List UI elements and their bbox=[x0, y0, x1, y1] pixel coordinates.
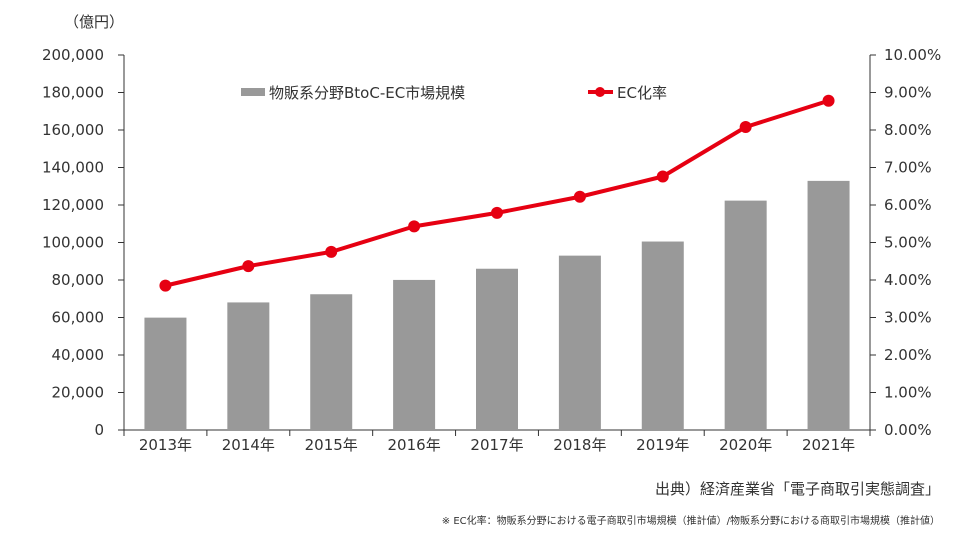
left-tick-label: 120,000 bbox=[42, 196, 104, 214]
legend-line-marker bbox=[595, 87, 605, 97]
left-tick-label: 100,000 bbox=[42, 234, 104, 252]
ec-rate-point bbox=[408, 220, 421, 233]
right-tick-label: 8.00% bbox=[884, 121, 932, 139]
x-tick-label: 2019年 bbox=[636, 436, 689, 454]
line-series bbox=[159, 94, 835, 292]
right-tick-label: 0.00% bbox=[884, 421, 932, 439]
y-axis-unit-label: （億円） bbox=[64, 13, 124, 31]
left-tick-label: 0 bbox=[94, 421, 104, 439]
bar bbox=[724, 200, 767, 430]
x-tick-label: 2021年 bbox=[802, 436, 855, 454]
left-tick-label: 140,000 bbox=[42, 159, 104, 177]
right-tick-label: 4.00% bbox=[884, 271, 932, 289]
footnote: ※ EC化率：物販系分野における電子商取引市場規模（推計値）/物販系分野における… bbox=[441, 516, 940, 527]
ec-rate-point bbox=[242, 260, 255, 273]
bar bbox=[227, 302, 270, 430]
bar bbox=[393, 279, 436, 430]
left-tick-label: 80,000 bbox=[52, 271, 105, 289]
legend: 物販系分野BtoC-EC市場規模 EC化率 bbox=[241, 84, 667, 102]
left-tick-label: 60,000 bbox=[52, 309, 105, 327]
bar bbox=[476, 268, 518, 430]
left-tick-label: 20,000 bbox=[52, 384, 105, 402]
left-tick-label: 200,000 bbox=[42, 46, 104, 64]
bar bbox=[807, 180, 850, 430]
x-tick-label: 2016年 bbox=[388, 436, 441, 454]
ec-rate-point bbox=[739, 121, 752, 133]
x-tick-label: 2017年 bbox=[470, 436, 523, 454]
ec-rate-point bbox=[573, 190, 586, 203]
x-tick-label: 2020年 bbox=[719, 436, 772, 454]
right-tick-label: 9.00% bbox=[884, 84, 932, 102]
left-tick-label: 160,000 bbox=[42, 121, 104, 139]
right-tick-label: 2.00% bbox=[884, 346, 932, 364]
legend-bar-label: 物販系分野BtoC-EC市場規模 bbox=[269, 84, 465, 102]
source-citation: 出典）経済産業省「電子商取引実態調査」 bbox=[654, 480, 940, 498]
bar bbox=[558, 255, 601, 430]
right-tick-label: 1.00% bbox=[884, 384, 932, 402]
legend-line-label: EC化率 bbox=[617, 84, 667, 102]
right-tick-label: 6.00% bbox=[884, 196, 932, 214]
ec-rate-point bbox=[159, 279, 172, 292]
legend-bar-swatch bbox=[241, 88, 265, 96]
bar bbox=[144, 317, 187, 430]
left-tick-label: 40,000 bbox=[52, 346, 105, 364]
left-tick-label: 180,000 bbox=[42, 84, 104, 102]
ec-rate-point bbox=[325, 245, 338, 258]
x-tick-label: 2013年 bbox=[139, 436, 192, 454]
bar bbox=[310, 294, 353, 430]
right-tick-label: 3.00% bbox=[884, 309, 932, 327]
ec-rate-point bbox=[822, 94, 835, 107]
axes: 0 20,000 40,000 60,000 80,000 100,000 120,000 1… bbox=[42, 46, 941, 454]
ec-rate-point bbox=[656, 170, 669, 183]
bar-series bbox=[144, 180, 850, 430]
x-tick-label: 2018年 bbox=[553, 436, 606, 454]
x-tick-label: 2014年 bbox=[222, 436, 275, 454]
bar bbox=[641, 241, 684, 430]
right-tick-label: 7.00% bbox=[884, 159, 932, 177]
right-tick-label: 5.00% bbox=[884, 234, 932, 252]
right-tick-label: 10.00% bbox=[884, 46, 941, 64]
x-tick-label: 2015年 bbox=[305, 436, 358, 454]
ec-rate-point bbox=[491, 206, 503, 219]
